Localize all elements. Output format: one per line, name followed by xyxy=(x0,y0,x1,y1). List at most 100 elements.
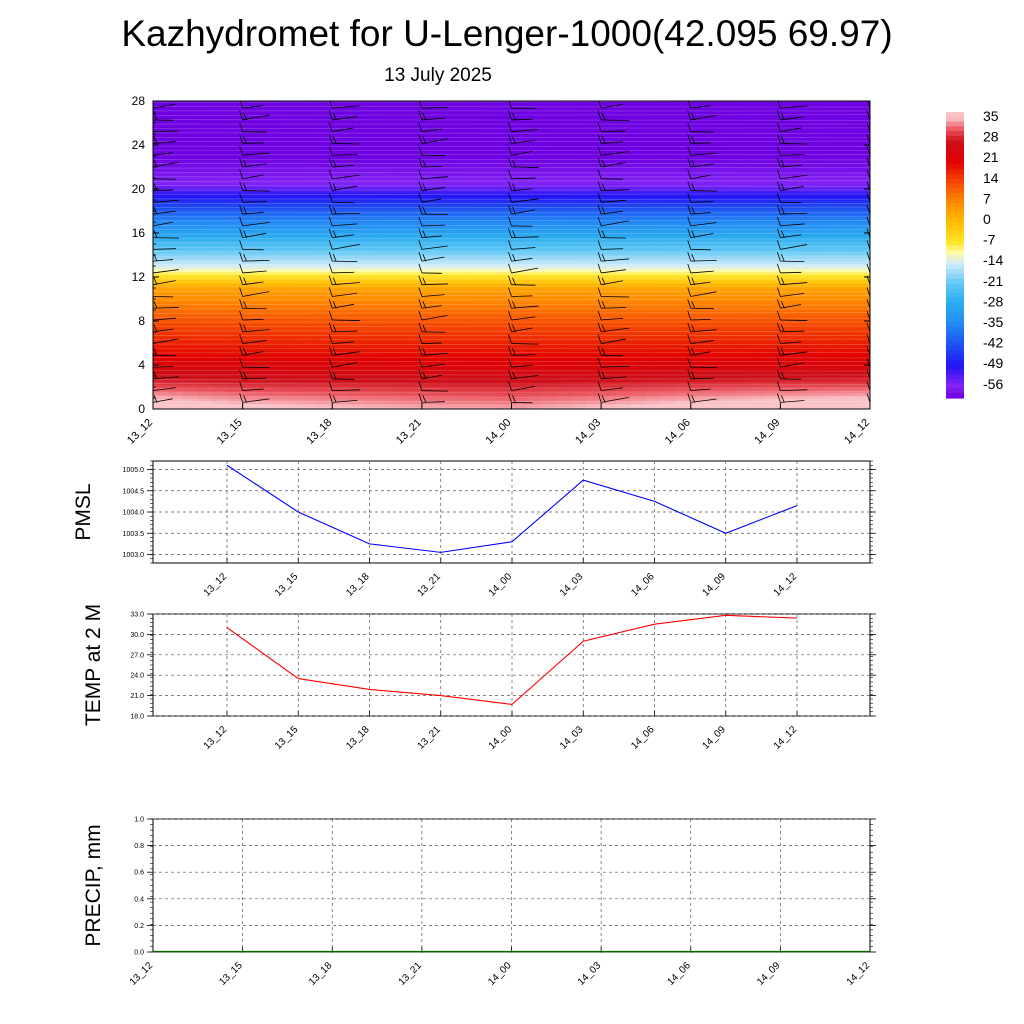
wind-barb xyxy=(866,381,870,392)
wind-barb xyxy=(597,310,624,321)
wind-barb xyxy=(153,177,177,180)
x-tick-label: 13_15 xyxy=(273,571,301,599)
wind-barb xyxy=(153,199,179,203)
wind-barb xyxy=(239,146,270,156)
wind-barb xyxy=(687,181,717,192)
wind-barb xyxy=(328,134,361,145)
x-tick-label: 14_00 xyxy=(487,724,515,752)
colorbar-band xyxy=(946,255,964,261)
colorbar-band xyxy=(946,331,964,337)
wind-barb xyxy=(508,322,533,333)
wind-barb xyxy=(153,295,174,298)
colorbar-band xyxy=(946,336,964,342)
wind-barb xyxy=(418,369,442,380)
wind-barb xyxy=(776,357,805,368)
colorbar-label: -7 xyxy=(983,232,996,248)
wind-barb xyxy=(776,346,808,356)
colorbar-band xyxy=(946,164,964,170)
colorbar-band xyxy=(946,364,964,370)
wind-barb xyxy=(597,157,626,168)
wind-barb xyxy=(776,287,805,297)
wind-barb xyxy=(328,193,355,204)
wind-barb xyxy=(508,181,533,191)
x-tick-label: 14_12 xyxy=(772,724,800,752)
wind-barb xyxy=(776,252,805,263)
wind-barb xyxy=(418,263,442,274)
wind-barb xyxy=(866,204,870,215)
y-tick-label: 30.0 xyxy=(130,632,144,639)
wind-barb xyxy=(239,157,267,168)
wind-barb xyxy=(239,369,267,380)
wind-barb xyxy=(776,216,805,227)
wind-barb xyxy=(687,275,711,286)
wind-barb xyxy=(418,310,448,321)
wind-barb xyxy=(239,110,270,121)
wind-barb xyxy=(239,101,264,109)
colorbar-band xyxy=(946,121,964,127)
wind-barb xyxy=(508,393,533,404)
y-tick-label: 1.0 xyxy=(134,817,144,824)
wind-barb xyxy=(153,338,179,344)
wind-barb xyxy=(776,393,805,403)
wind-barb xyxy=(418,181,445,191)
wind-barb xyxy=(776,146,805,156)
wind-barb xyxy=(508,110,533,121)
wind-barb xyxy=(866,287,870,297)
x-tick-label: 14_06 xyxy=(629,571,657,599)
wind-barb xyxy=(153,395,173,403)
y-tick-label: 27.0 xyxy=(130,652,144,659)
wind-barb xyxy=(418,240,448,250)
colorbar-band xyxy=(946,302,964,309)
y-tick-label: 20 xyxy=(132,182,146,196)
wind-barb xyxy=(418,204,448,215)
colorbar-band xyxy=(946,226,964,232)
wind-barb xyxy=(418,275,448,286)
wind-barb xyxy=(418,252,445,262)
wind-barb xyxy=(418,334,442,344)
x-tick-label: 13_12 xyxy=(128,960,156,988)
wind-barb xyxy=(239,357,270,369)
colorbar-band xyxy=(946,240,964,247)
precip-panel: 0.0 0.2 0.4 0.6 0.8 1.0 13_12 13_15 13_18 13_21 14… xyxy=(82,817,876,988)
y-tick-label: 8 xyxy=(138,314,145,328)
wind-barb xyxy=(687,334,714,344)
wind-barb xyxy=(866,310,870,321)
wind-barb xyxy=(866,393,870,403)
wind-barb xyxy=(153,365,174,368)
wind-barb xyxy=(508,357,533,368)
colorbar-label: -49 xyxy=(983,355,1003,371)
wind-barb xyxy=(508,381,536,392)
colorbar-band xyxy=(946,326,964,332)
colorbar-label: 35 xyxy=(983,108,999,124)
temp2m-line xyxy=(226,614,798,706)
wind-barb xyxy=(418,122,442,133)
wind-barb xyxy=(239,228,267,239)
colorbar-band xyxy=(946,350,964,356)
wind-barb xyxy=(239,240,264,251)
wind-barb xyxy=(776,263,802,274)
colorbar-band xyxy=(946,393,964,399)
wind-barb xyxy=(866,169,870,179)
wind-barb xyxy=(597,240,624,250)
wind-barb xyxy=(418,216,445,227)
wind-barb xyxy=(866,122,870,132)
wind-barb xyxy=(508,299,539,309)
wind-barb xyxy=(776,310,808,321)
colorbar-band xyxy=(946,321,964,328)
x-tick-label: 14_03 xyxy=(573,417,603,447)
x-tick-label: 14_06 xyxy=(629,724,657,752)
wind-barb xyxy=(329,101,361,109)
wind-barb xyxy=(597,134,624,144)
wind-barb xyxy=(597,381,623,392)
wind-barb xyxy=(597,181,630,191)
wind-barb xyxy=(687,310,711,321)
wind-barb xyxy=(867,101,870,109)
plot-frame xyxy=(152,460,871,564)
x-tick-label: 14_00 xyxy=(487,571,515,599)
colorbar-band xyxy=(946,169,964,175)
wind-barb xyxy=(328,181,357,191)
wind-barb xyxy=(328,346,361,356)
x-tick-label: 14_03 xyxy=(558,724,586,752)
wind-barb xyxy=(687,169,711,180)
wind-barb xyxy=(687,122,714,133)
